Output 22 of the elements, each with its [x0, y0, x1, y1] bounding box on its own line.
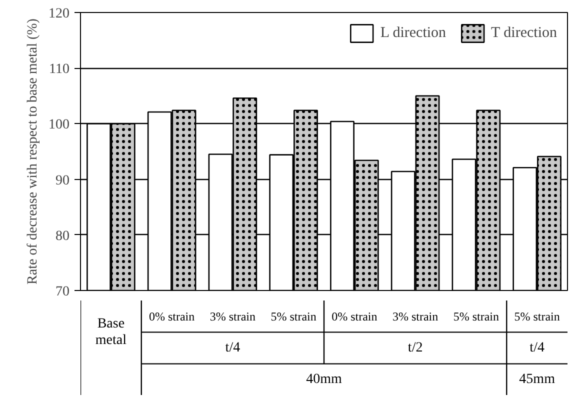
x-tick-label: 0% strain — [332, 309, 378, 324]
x-tick-label: 5% strain — [270, 309, 316, 324]
y-tick-label: 110 — [49, 62, 70, 78]
legend-label: L direction — [380, 24, 446, 42]
x-tick-label: 3% strain — [392, 309, 438, 324]
y-tick-label: 90 — [56, 173, 70, 188]
x-tick-label: 3% strain — [210, 309, 256, 324]
text: t/4 — [530, 340, 544, 356]
y-tick-label: 80 — [56, 228, 70, 244]
x-tick-label: 5% strain — [453, 309, 500, 324]
text: t/4 — [225, 340, 240, 356]
text: t/2 — [408, 340, 423, 356]
y-tick-label: 100 — [48, 118, 70, 133]
y-tick-label: 120 — [48, 6, 70, 22]
text: 40mm — [306, 372, 342, 388]
y-axis-title: Rate of decrease with respect to base metal (%) — [26, 18, 40, 284]
x-tick-label: 0% strain — [148, 309, 195, 324]
x-tick-label: Base metal — [95, 316, 127, 348]
legend-label: T direction — [491, 24, 557, 42]
y-tick-label: 70 — [56, 284, 70, 300]
x-tick-label: 5% strain — [514, 309, 560, 324]
text: 45mm — [519, 372, 556, 388]
